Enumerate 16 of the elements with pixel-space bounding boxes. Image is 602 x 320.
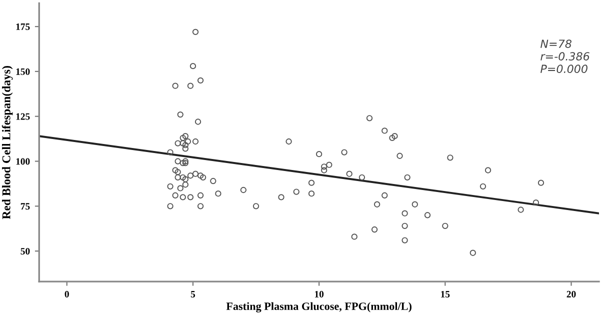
annotation: r=-0.386 <box>540 52 590 61</box>
annotation: N=78 <box>540 40 572 48</box>
x-tick-label: 5 <box>190 291 196 298</box>
x-tick-label: 0 <box>64 290 69 298</box>
y-axis-title: Red Blood Cell Lifespan(days) <box>2 66 13 220</box>
x-tick-label: 10 <box>314 290 324 298</box>
x-tick-label: 15 <box>441 290 450 298</box>
x-tick-label: 20 <box>566 290 576 298</box>
y-tick-label: 150 <box>16 68 30 75</box>
y-tick-label: 175 <box>16 24 30 30</box>
y-tick-label: 75 <box>20 203 30 210</box>
annotation: P=0.000 <box>540 64 588 74</box>
y-tick-label: 125 <box>16 113 30 120</box>
y-tick-label: 100 <box>16 158 30 165</box>
y-tick-label: 50 <box>20 248 30 255</box>
x-axis-title: Fasting Plasma Glucose, FPG(mmol/L) <box>226 302 412 312</box>
